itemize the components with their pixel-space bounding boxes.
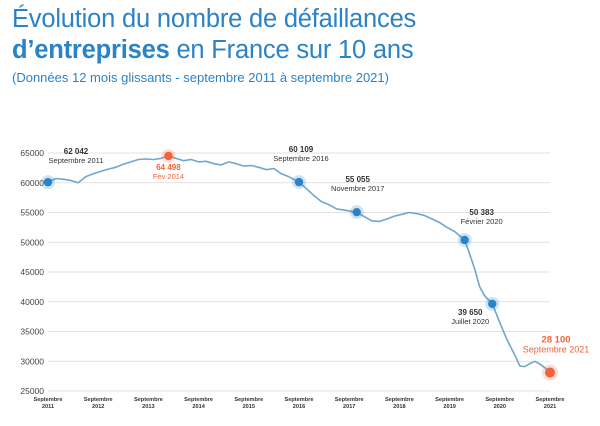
data-label-value: 28 100 — [541, 335, 570, 346]
y-tick-label: 55000 — [20, 208, 44, 218]
y-tick-label: 50000 — [20, 237, 44, 247]
y-tick-label: 30000 — [20, 356, 44, 366]
title-line1: Évolution du nombre de défaillances — [12, 5, 417, 33]
data-point — [488, 299, 497, 309]
data-label-date: Septembre 2021 — [523, 345, 590, 355]
x-tick-label: 2013 — [142, 404, 154, 410]
x-tick-label: 2018 — [393, 404, 405, 410]
y-tick-label: 45000 — [20, 267, 44, 277]
x-tick-label: Septembre — [335, 397, 364, 403]
y-tick-label: 35000 — [20, 327, 44, 337]
x-tick-label: Septembre — [485, 397, 514, 403]
x-tick-label: 2021 — [544, 404, 556, 410]
y-axis-ticks: 65000 60000 55000 50000 45000 40000 35000 30000… — [20, 148, 44, 396]
x-tick-label: 2017 — [343, 404, 355, 410]
x-tick-label: 2014 — [192, 404, 205, 410]
x-tick-label: Septembre — [134, 397, 163, 403]
data-point — [43, 177, 53, 187]
data-label-value: 64 498 — [156, 163, 181, 172]
x-tick-label: Septembre — [536, 397, 565, 403]
title-line2-bold: d’entreprises — [12, 36, 170, 64]
x-tick-label: 2011 — [42, 404, 54, 410]
gridlines — [48, 152, 550, 392]
y-tick-label: 25000 — [20, 386, 44, 396]
data-label-date: Septembre 2016 — [273, 154, 328, 163]
x-tick-label: Septembre — [385, 397, 414, 403]
x-axis-ticks: Septembre2011Septembre2012Septembre2013S… — [34, 397, 565, 410]
x-tick-label: 2020 — [494, 404, 506, 410]
y-tick-label: 60000 — [20, 178, 44, 188]
y-tick-label: 65000 — [20, 148, 44, 158]
data-point — [164, 151, 173, 161]
x-tick-label: Septembre — [34, 397, 63, 403]
data-point — [294, 177, 304, 187]
series-line — [47, 155, 551, 374]
x-tick-label: Septembre — [184, 397, 213, 403]
data-label-date: Juillet 2020 — [451, 317, 489, 326]
data-label-value: 55 055 — [345, 175, 370, 184]
x-tick-label: Septembre — [285, 397, 314, 403]
data-label-date: Novembre 2017 — [331, 184, 384, 193]
data-point — [352, 207, 361, 217]
data-label-date: Fév 2014 — [153, 172, 184, 181]
x-tick-label: 2015 — [243, 404, 255, 410]
x-tick-label: Septembre — [435, 397, 464, 403]
chart-subtitle: (Données 12 mois glissants - septembre 2… — [12, 70, 389, 85]
data-label-value: 50 383 — [469, 208, 494, 217]
data-label-value: 62 042 — [64, 147, 89, 156]
x-tick-label: 2012 — [92, 404, 104, 410]
data-label-value: 39 650 — [458, 308, 483, 317]
data-point — [545, 367, 555, 378]
data-label-date: Septembre 2011 — [49, 156, 104, 165]
x-tick-label: Septembre — [234, 397, 263, 403]
x-tick-label: Septembre — [84, 397, 113, 403]
data-label-value: 60 109 — [289, 145, 314, 154]
x-tick-label: 2019 — [443, 404, 455, 410]
title-line2-rest: en France sur 10 ans — [169, 36, 414, 64]
y-tick-label: 40000 — [20, 297, 44, 307]
series-group — [47, 155, 551, 374]
chart-title: Évolution du nombre de défaillances d’en… — [12, 4, 416, 66]
data-label-date: Février 2020 — [461, 217, 503, 226]
x-tick-label: 2016 — [293, 404, 305, 410]
data-point — [460, 235, 469, 245]
